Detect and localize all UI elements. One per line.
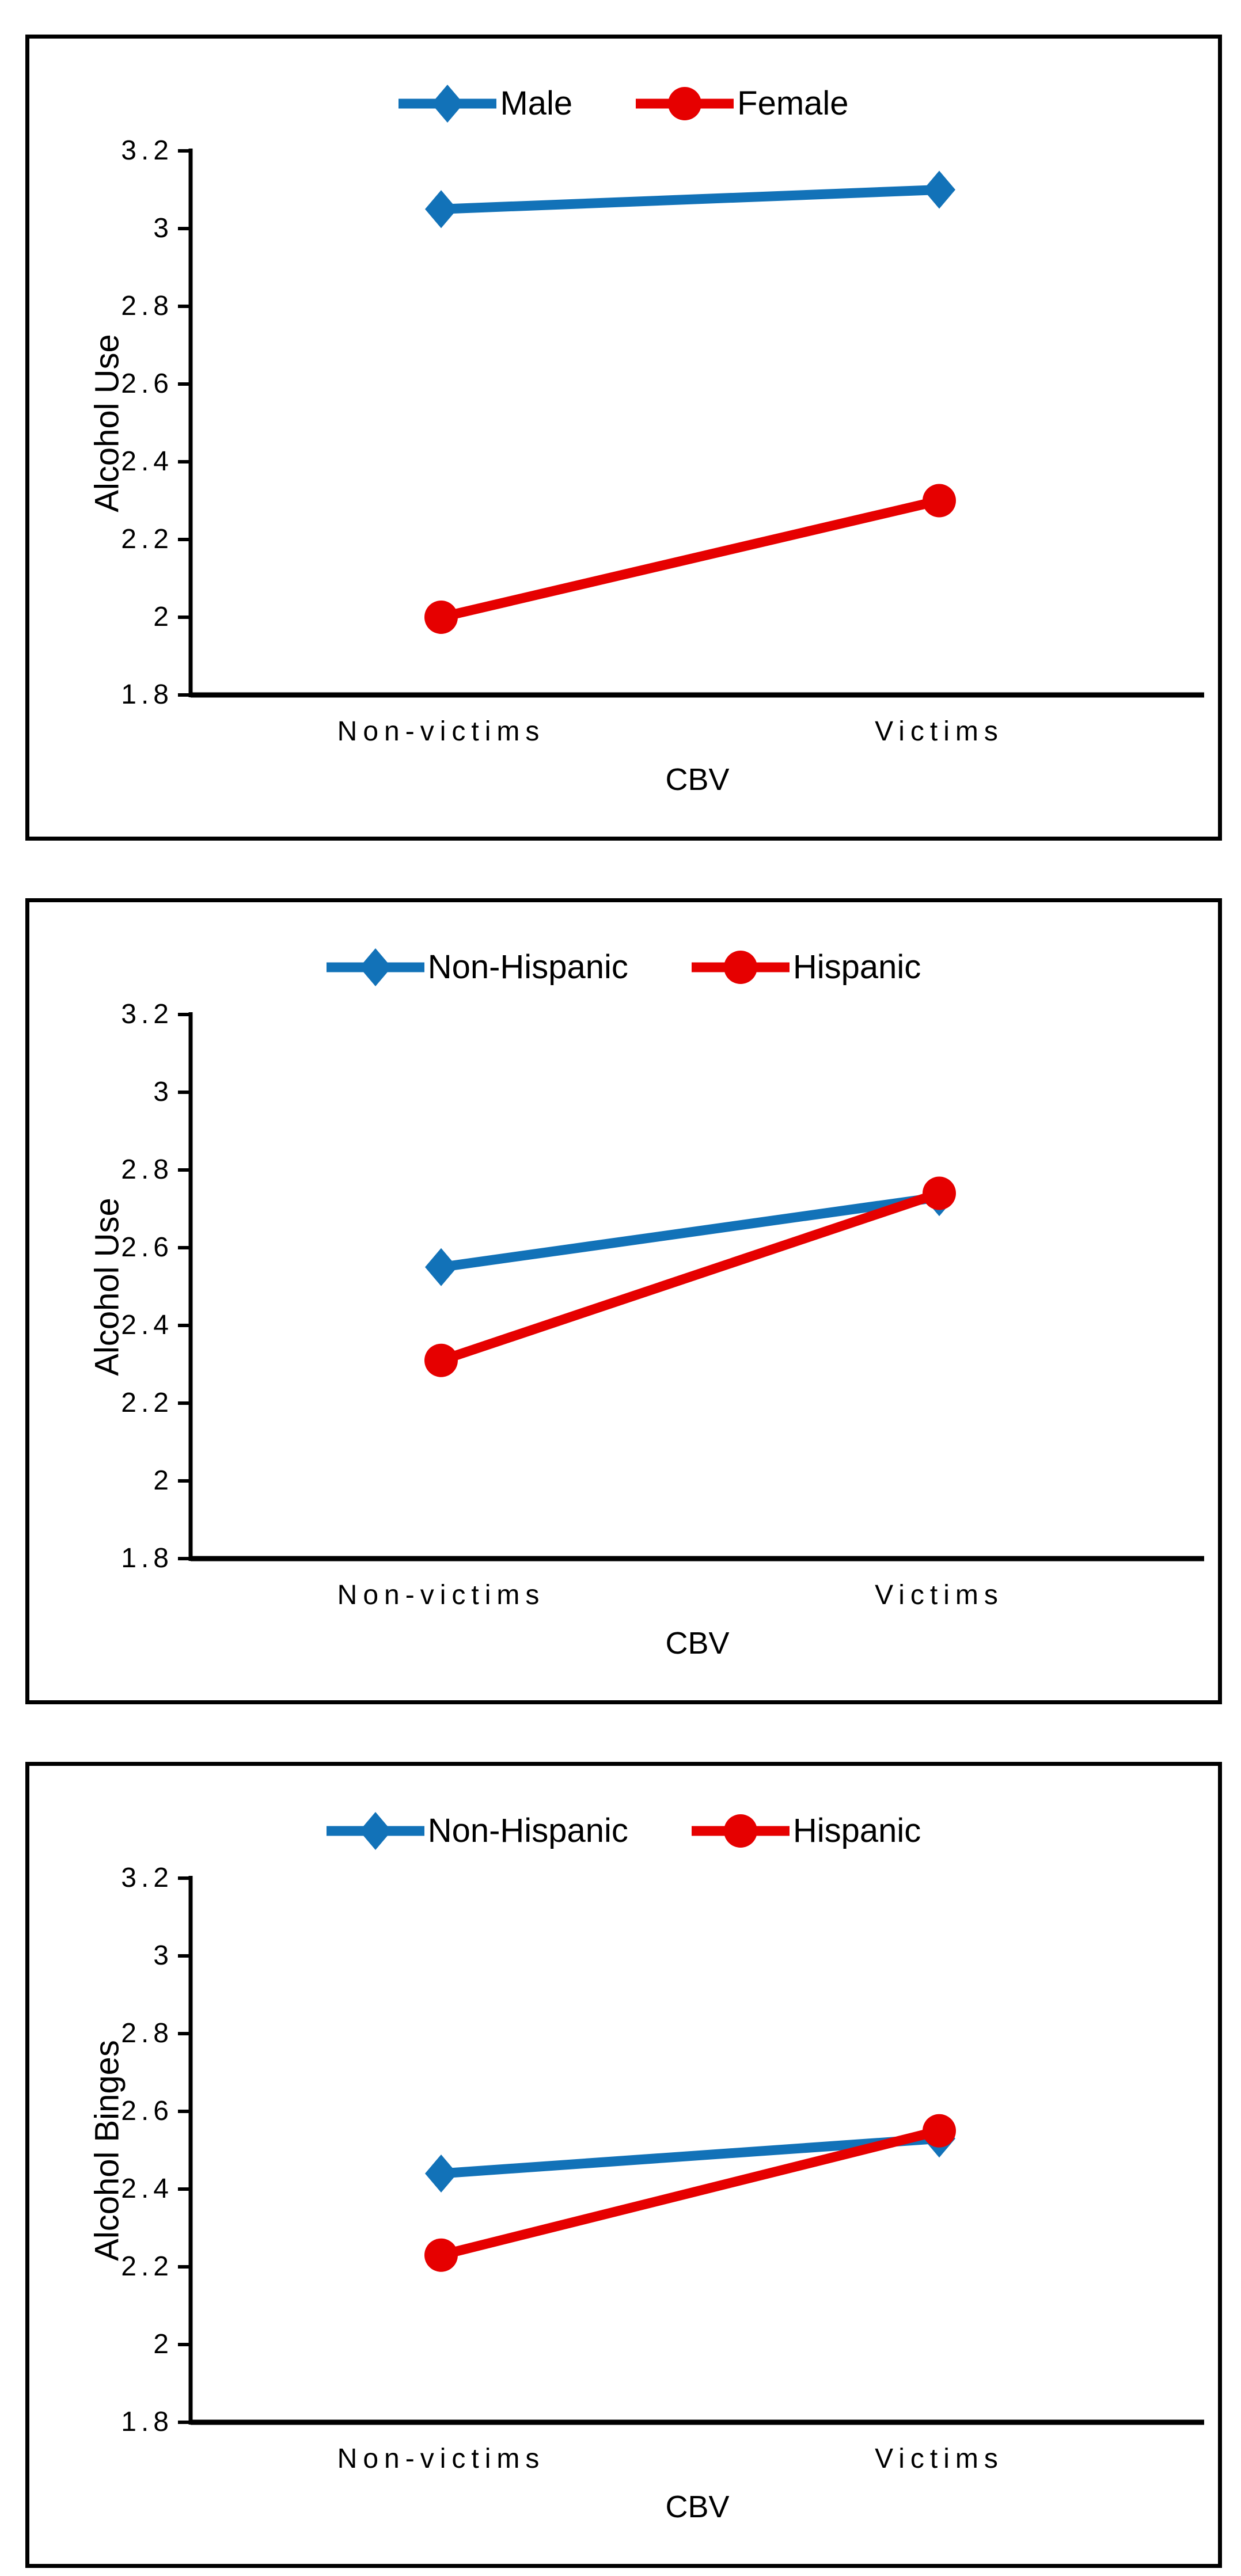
y-tick-label: 2.8 (121, 1154, 173, 1185)
y-tick-label: 2.8 (121, 291, 173, 321)
legend-item: Non-Hispanic (326, 947, 628, 987)
circle-marker-icon (923, 2114, 956, 2148)
legend-item: Female (636, 83, 849, 124)
series-line (439, 1188, 941, 1365)
series-line (441, 2133, 940, 2179)
y-tick-label: 2.2 (121, 524, 173, 554)
legend-item: Hispanic (691, 1811, 921, 1851)
y-tick-label: 1.8 (121, 1543, 173, 1574)
y-tick-label: 3 (153, 1940, 173, 1971)
circle-marker-icon (923, 484, 956, 518)
y-tick-label: 2.6 (121, 2096, 173, 2126)
series-diamond (425, 1178, 955, 1286)
plot-area (178, 149, 1204, 698)
circle-marker-icon (723, 1814, 757, 1848)
legend-marker (326, 1812, 424, 1850)
legend-item-label: Female (737, 85, 849, 122)
chart-panel-ethnicity-alcohol-binges: Non-Hispanic Hispanic Alcohol Binges 3.2 3 2.… (25, 1762, 1222, 2568)
y-tick-label: 3.2 (121, 135, 173, 166)
series-circle (424, 1176, 956, 1377)
y-tick-label: 1.8 (121, 679, 173, 710)
y-tick-label: 2 (153, 2329, 173, 2360)
x-category-label: Victims (875, 1580, 1004, 1610)
legend-item-label: Hispanic (792, 948, 921, 986)
x-axis-title: CBV (665, 762, 730, 797)
chart-panel-ethnicity-alcohol-use: Non-Hispanic Hispanic Alcohol Use 3.2 3 2.8 2.… (25, 898, 1222, 1704)
y-tick-label: 2.6 (121, 1232, 173, 1263)
series-diamond (425, 2119, 955, 2193)
y-tick-label: 3.2 (121, 1863, 173, 1893)
y-tick-label: 2.4 (121, 446, 173, 477)
circle-marker-icon (723, 951, 757, 984)
y-tick-label: 2.6 (121, 368, 173, 399)
y-tick-label: 2.2 (121, 1388, 173, 1418)
x-category-label: Victims (875, 716, 1004, 747)
y-tick-label: 3 (153, 1077, 173, 1107)
legend-item-label: Non-Hispanic (427, 1812, 628, 1849)
circle-marker-icon (923, 1176, 956, 1210)
x-category-label: Non-victims (337, 1580, 545, 1610)
legend-item: Hispanic (691, 947, 921, 987)
circle-marker-icon (424, 2238, 458, 2272)
series-line (441, 185, 940, 214)
diamond-marker-icon (425, 1248, 457, 1286)
circle-marker-icon (424, 1343, 458, 1377)
x-category-label: Non-victims (337, 2444, 545, 2474)
circle-marker-icon (424, 601, 458, 634)
x-category-label: Non-victims (337, 716, 545, 747)
diamond-marker-icon (923, 170, 955, 209)
series-circle (424, 484, 956, 634)
circle-marker-icon (668, 87, 702, 120)
y-tick-label: 2.4 (121, 1310, 173, 1340)
series-diamond (425, 170, 955, 229)
diamond-marker-icon (425, 2155, 457, 2193)
y-tick-label: 2.8 (121, 2018, 173, 2049)
x-category-label: Victims (875, 2444, 1004, 2474)
legend-item: Non-Hispanic (326, 1811, 628, 1851)
legend-item: Male (399, 83, 572, 124)
legend-item-label: Non-Hispanic (427, 948, 628, 986)
legend-marker (691, 951, 790, 984)
legend-item-label: Male (500, 85, 573, 122)
y-tick-label: 2.4 (121, 2174, 173, 2204)
diamond-marker-icon (359, 1812, 392, 1850)
y-tick-label: 3 (153, 213, 173, 244)
legend: Non-Hispanic Hispanic (29, 947, 1218, 987)
x-axis-title: CBV (665, 2490, 730, 2524)
chart-panel-gender-alcohol-use: Male Female Alcohol Use 3.2 3 2.8 2.6 2.4 2.2 2 1.… (25, 35, 1222, 841)
y-tick-label: 2 (153, 1465, 173, 1496)
series-line (440, 496, 940, 622)
series-circle (424, 2114, 956, 2272)
series-line (440, 1192, 940, 1272)
diamond-marker-icon (431, 85, 464, 123)
legend-marker (399, 85, 497, 123)
legend-marker (691, 1814, 790, 1848)
y-tick-label: 1.8 (121, 2407, 173, 2437)
legend-item-label: Hispanic (792, 1812, 921, 1849)
diamond-marker-icon (359, 948, 392, 986)
legend: Non-Hispanic Hispanic (29, 1811, 1218, 1851)
legend-marker (636, 87, 734, 120)
plot-area (178, 1876, 1204, 2425)
y-tick-label: 3.2 (121, 999, 173, 1029)
y-tick-label: 2.2 (121, 2251, 173, 2282)
y-tick-label: 2 (153, 602, 173, 632)
legend-marker (326, 948, 424, 986)
legend: Male Female (29, 83, 1218, 124)
x-axis-title: CBV (665, 1626, 730, 1661)
series-line (439, 2126, 941, 2260)
diamond-marker-icon (425, 190, 457, 229)
plot-area (178, 1012, 1204, 1561)
